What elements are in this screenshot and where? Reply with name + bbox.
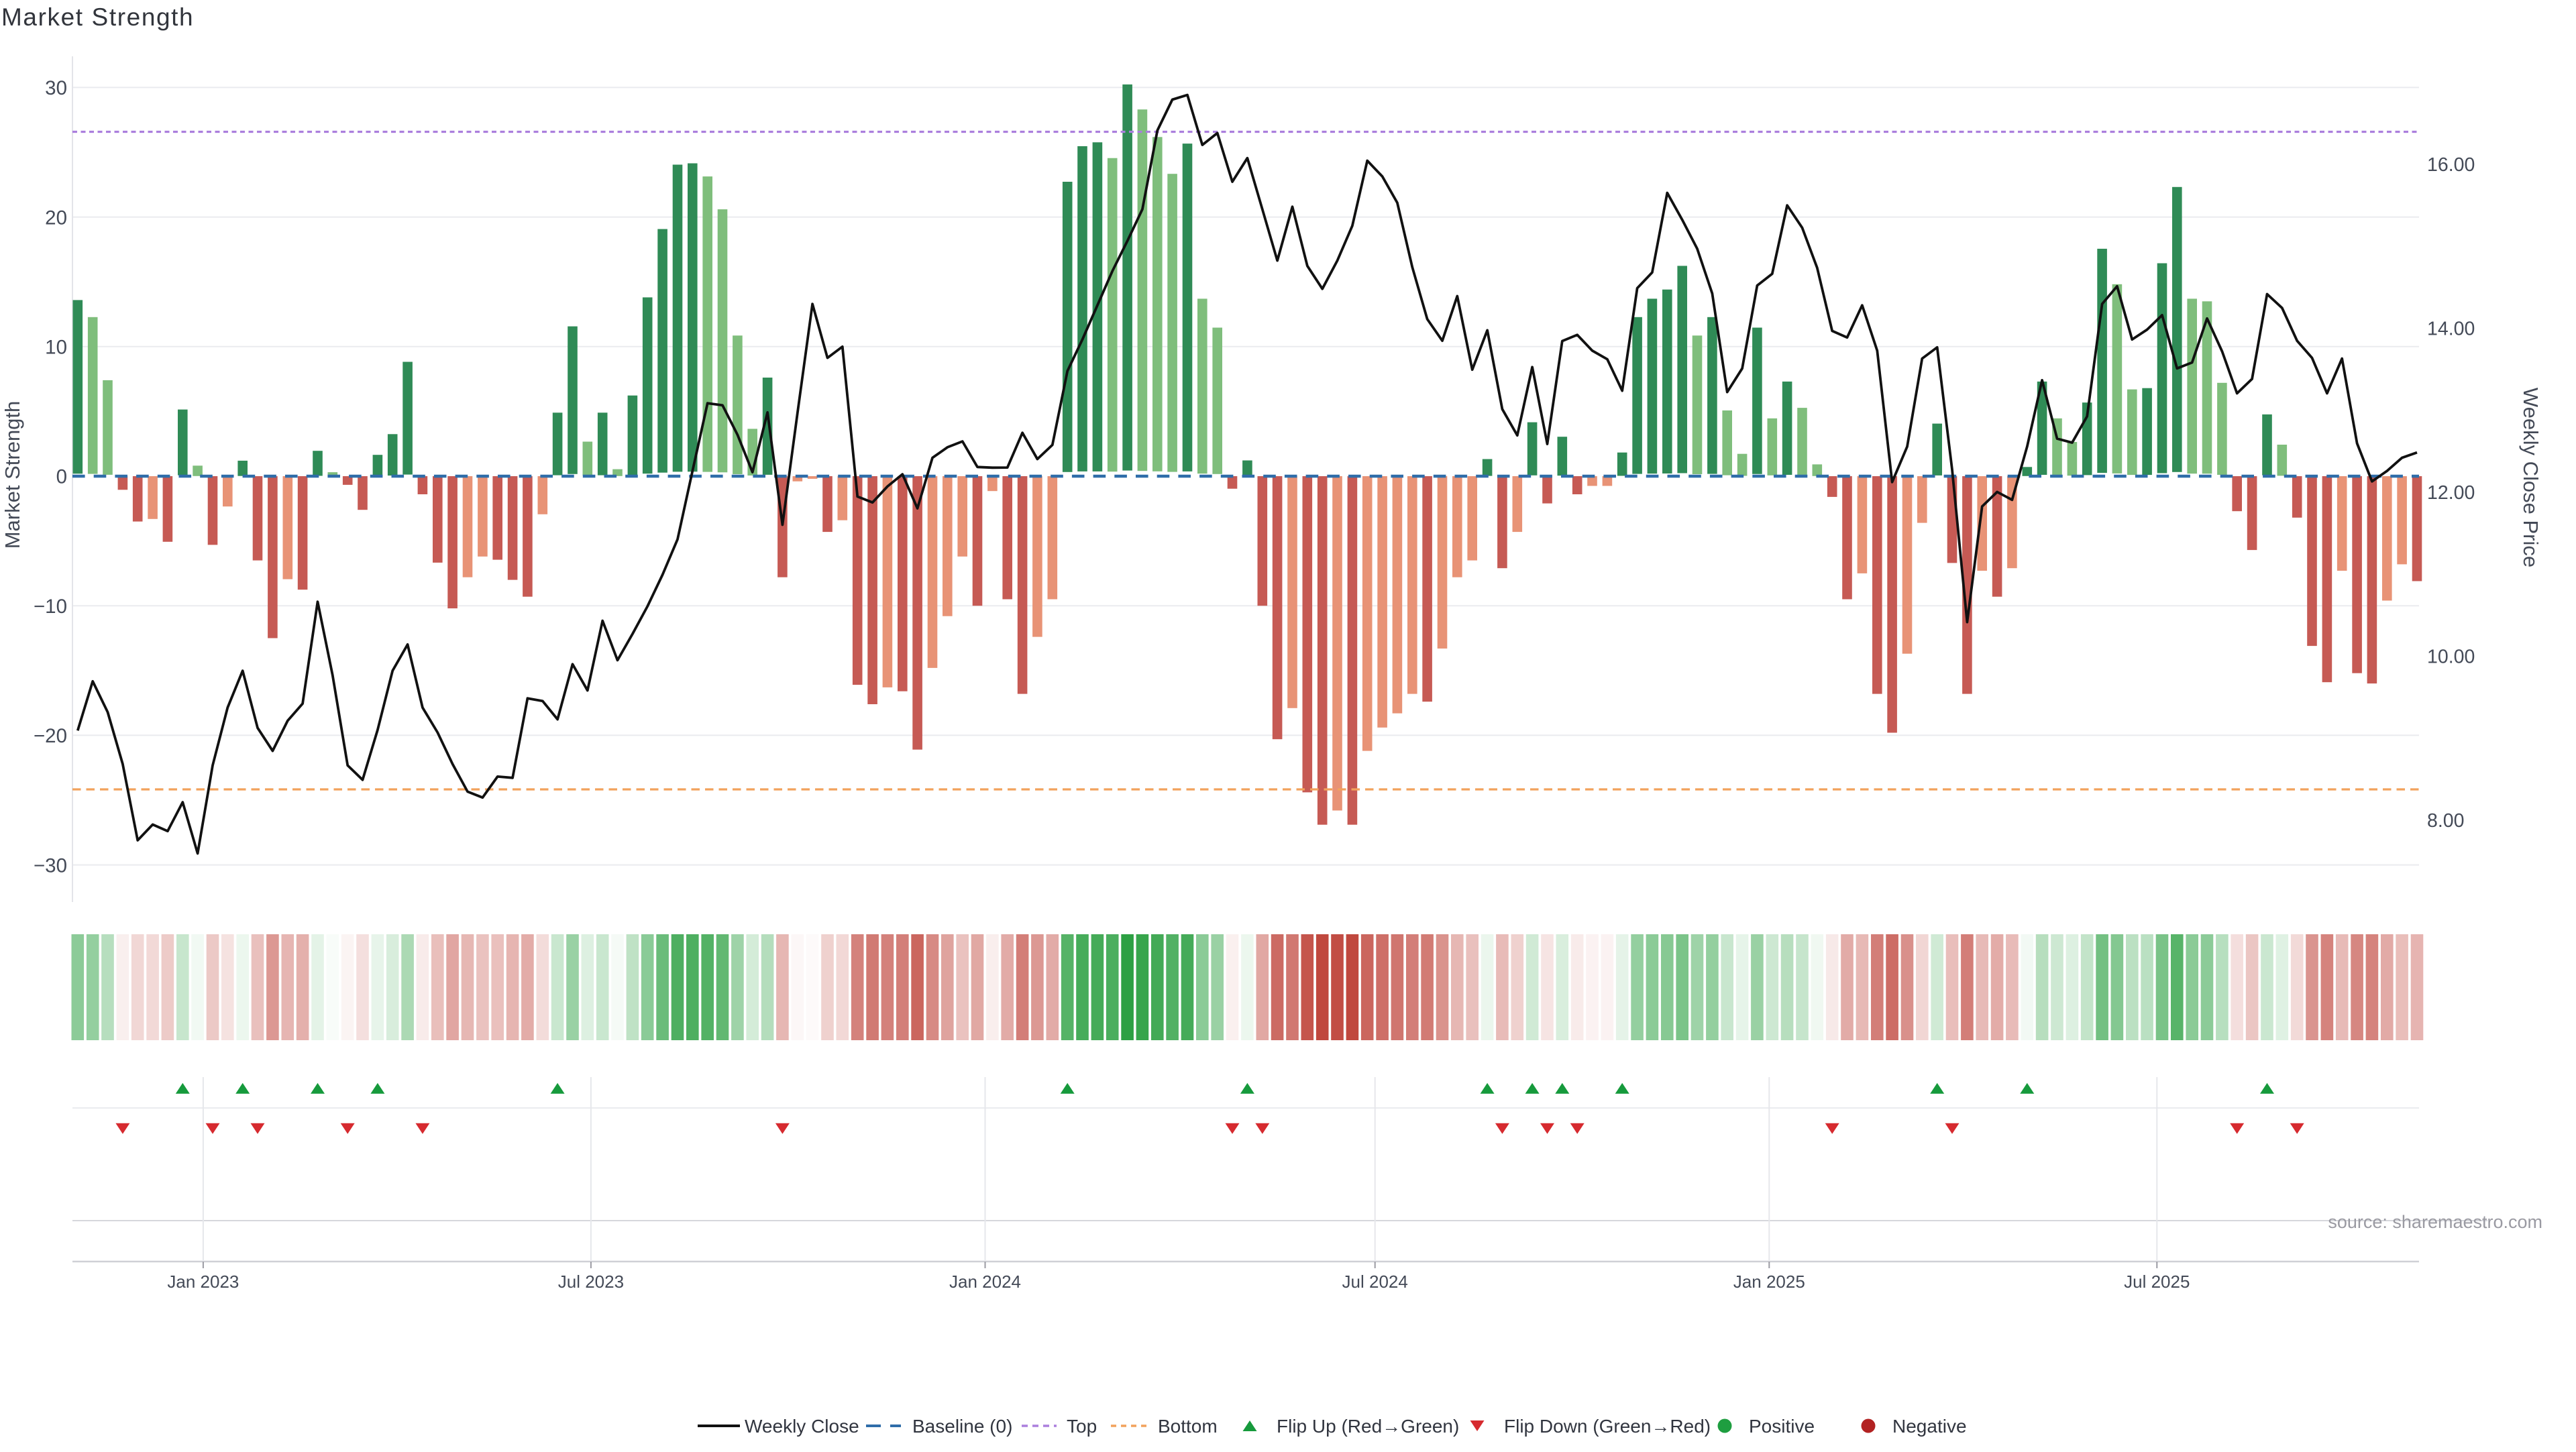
svg-text:0: 0 [56,466,67,488]
svg-text:−10: −10 [34,596,67,618]
svg-text:8.00: 8.00 [2427,810,2464,832]
svg-text:12.00: 12.00 [2427,482,2475,504]
svg-text:Jan 2024: Jan 2024 [949,1272,1021,1292]
svg-text:30: 30 [45,77,67,99]
svg-text:Jan 2025: Jan 2025 [1733,1272,1805,1292]
svg-text:10.00: 10.00 [2427,647,2475,668]
svg-text:Weekly Close: Weekly Close [745,1416,859,1437]
svg-text:Jul 2024: Jul 2024 [1342,1272,1408,1292]
svg-text:Flip Down (Green→Red): Flip Down (Green→Red) [1504,1416,1711,1437]
svg-text:Baseline (0): Baseline (0) [912,1416,1012,1437]
svg-text:−20: −20 [34,725,67,747]
svg-text:20: 20 [45,207,67,229]
svg-text:Positive: Positive [1749,1416,1815,1437]
svg-text:16.00: 16.00 [2427,154,2475,176]
svg-text:Jul 2023: Jul 2023 [558,1272,624,1292]
svg-text:Bottom: Bottom [1158,1416,1218,1437]
svg-text:Weekly Close Price: Weekly Close Price [2519,388,2542,567]
svg-text:14.00: 14.00 [2427,319,2475,340]
svg-text:Market Strength: Market Strength [1,401,24,549]
svg-text:Negative: Negative [1892,1416,1967,1437]
svg-text:−30: −30 [34,854,67,877]
svg-text:Market Strength: Market Strength [1,3,194,31]
svg-text:Top: Top [1067,1416,1097,1437]
svg-text:Jan 2023: Jan 2023 [167,1272,239,1292]
svg-text:source: sharemaestro.com: source: sharemaestro.com [2328,1212,2542,1232]
svg-text:Flip Up (Red→Green): Flip Up (Red→Green) [1277,1416,1459,1437]
svg-text:Jul 2025: Jul 2025 [2124,1272,2190,1292]
svg-text:10: 10 [45,337,67,359]
